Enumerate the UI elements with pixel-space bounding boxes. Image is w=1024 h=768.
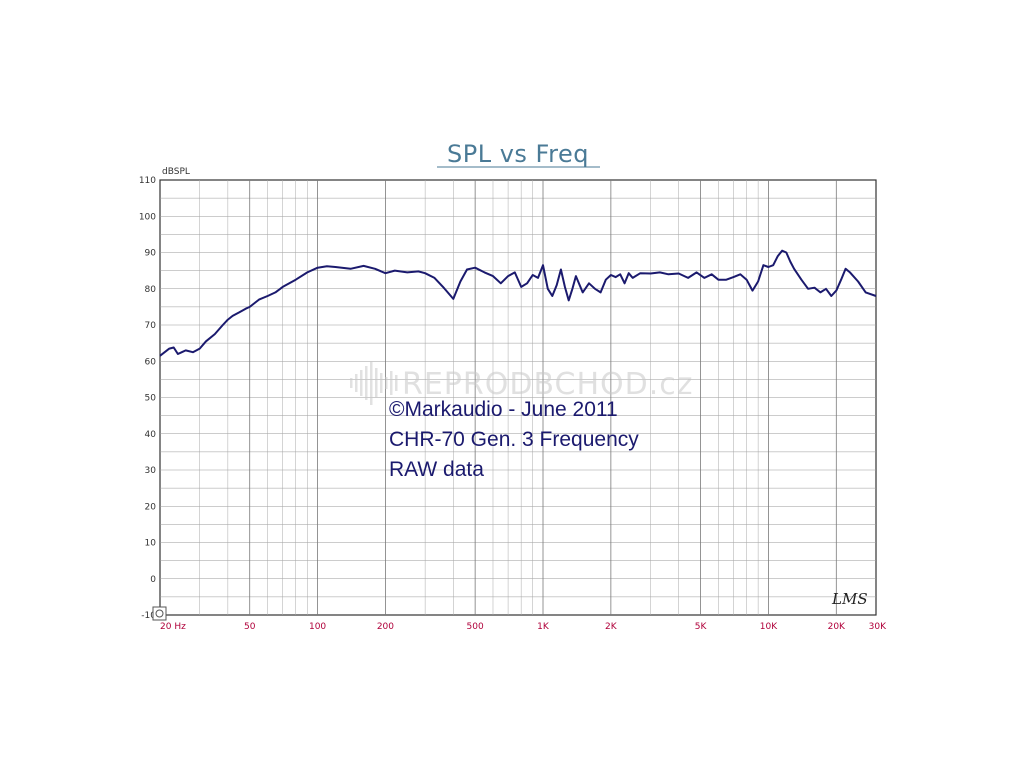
watermark-bar [365,366,368,400]
x-tick-label: 20 Hz [160,622,186,632]
watermark-bar [350,378,353,388]
x-tick-label: 1K [537,622,550,632]
watermark-bar [360,370,363,396]
chart-title: SPL vs Freq [447,140,589,168]
annotation-line-1: ©Markaudio - June 2011 [389,398,618,421]
y-tick-label: 90 [145,249,157,259]
spl-response-line [159,249,877,357]
x-tick-label: 100 [309,622,326,632]
x-tick-label: 5K [695,622,708,632]
watermark-bar [375,368,378,398]
y-tick-label: 80 [145,285,157,295]
x-tick-label: 500 [467,622,484,632]
y-tick-label: 10 [145,539,157,549]
series-layer [159,249,877,357]
y-tick-label: 50 [145,394,157,404]
watermark-text: REPRODBCHOD.cz [402,367,694,402]
x-tick-label: 30K [869,622,887,632]
y-tick-label: 100 [139,212,156,222]
y-tick-label: 20 [145,502,157,512]
x-tick-label: 10K [760,622,778,632]
x-tick-label: 20K [828,622,846,632]
y-tick-label: -10 [141,611,156,621]
y-tick-label: 70 [145,321,157,331]
y-axis-ticks: -10 0 10 20 30 40 50 60 70 80 90 100 110 [139,176,156,621]
watermark-bar [355,374,358,392]
y-tick-label: 30 [145,466,157,476]
y-tick-label: 60 [145,357,157,367]
watermark: REPRODBCHOD.cz [350,361,694,405]
watermark-bar [390,371,393,395]
y-tick-label: 110 [139,176,156,186]
x-axis-ticks: 20 Hz 50 100 200 500 1K 2K 5K 10K 20K 30K [160,622,887,632]
lms-logo: LMS [831,590,868,608]
x-tick-label: 50 [244,622,256,632]
grid [160,180,876,615]
corner-badge-icon [152,606,167,621]
y-tick-label: 0 [150,575,156,585]
watermark-waveform-icon [350,361,398,405]
x-tick-label: 200 [377,622,394,632]
annotation-line-3: RAW data [389,458,484,481]
y-axis-unit-label: dBSPL [162,167,190,177]
watermark-bar [385,377,388,389]
watermark-bar [370,361,373,405]
watermark-bar [380,373,383,393]
annotation-line-2: CHR-70 Gen. 3 Frequency [389,428,639,451]
watermark-bar [395,375,398,391]
y-tick-label: 40 [145,430,157,440]
x-tick-label: 2K [605,622,618,632]
